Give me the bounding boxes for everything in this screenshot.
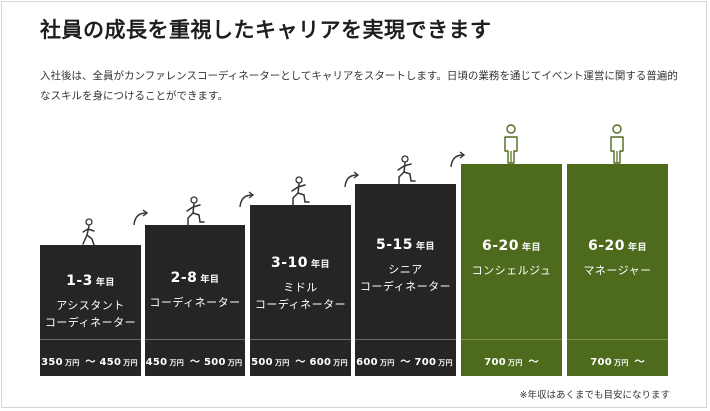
divider <box>461 339 562 340</box>
years-label: 1-3 年目 <box>66 273 115 289</box>
person-climbing-icon <box>397 155 416 185</box>
salary-range: 700 万円 〜 <box>590 357 645 368</box>
divider <box>40 339 141 340</box>
salary-range: 450 万円 〜 500 万円 <box>145 357 243 368</box>
divider <box>355 339 456 340</box>
person-climbing-icon <box>291 176 310 206</box>
person-standing-icon <box>504 124 518 164</box>
role-label: アシスタント コーディネーター <box>44 299 137 329</box>
curved-arrow-icon <box>133 209 149 226</box>
role-label: コーディネーター <box>149 296 241 309</box>
page-title: 社員の成長を重視したキャリアを実現できます <box>40 18 492 42</box>
career-step-2: 2-8 年目 コーディネーター 450 万円 〜 500 万円 <box>145 225 245 376</box>
salary-range: 600 万円 〜 700 万円 <box>356 357 453 368</box>
salary-range: 350 万円 〜 450 万円 <box>41 357 138 368</box>
intro-description: 入社後は、全員がカンファレンスコーディネーターとしてキャリアをスタートします。日… <box>40 70 678 102</box>
years-label: 6-20 年目 <box>481 238 542 254</box>
career-step-5: 6-20 年目 コンシェルジュ 700 万円 〜 <box>461 164 562 376</box>
salary-note: ※年収はあくまでも目安になります <box>519 390 670 401</box>
career-step-1: 1-3 年目 アシスタント コーディネーター 350 万円 〜 450 万円 <box>40 245 141 376</box>
years-label: 5-15 年目 <box>375 237 436 253</box>
years-label: 2-8 年目 <box>170 270 220 286</box>
years-label: 6-20 年目 <box>587 238 648 254</box>
salary-range: 500 万円 〜 600 万円 <box>251 357 348 368</box>
divider <box>250 339 351 340</box>
career-step-6: 6-20 年目 マネージャー 700 万円 〜 <box>567 164 668 376</box>
curved-arrow-icon <box>239 191 255 208</box>
role-label: シニア コーディネーター <box>359 263 452 293</box>
divider <box>145 339 245 340</box>
salary-range: 700 万円 〜 <box>484 357 539 368</box>
curved-arrow-icon <box>344 171 360 188</box>
role-label: マネージャー <box>583 264 652 277</box>
role-label: ミドル コーディネーター <box>254 281 347 311</box>
role-label: コンシェルジュ <box>471 264 552 277</box>
curved-arrow-icon <box>450 151 466 168</box>
person-standing-icon <box>610 124 624 164</box>
career-step-4: 5-15 年目 シニア コーディネーター 600 万円 〜 700 万円 <box>355 184 456 376</box>
person-climbing-icon <box>186 196 205 226</box>
divider <box>567 339 668 340</box>
person-walking-icon <box>82 218 95 246</box>
career-step-3: 3-10 年目 ミドル コーディネーター 500 万円 〜 600 万円 <box>250 205 351 376</box>
years-label: 3-10 年目 <box>270 255 331 271</box>
